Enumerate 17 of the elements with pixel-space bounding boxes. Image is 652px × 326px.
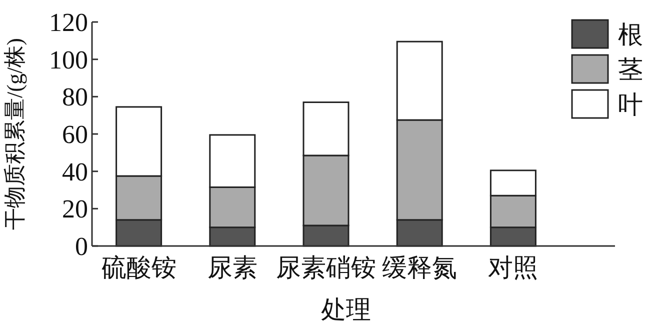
x-tick-label: 对照: [488, 255, 538, 282]
legend-label: 根: [618, 22, 643, 49]
x-axis-title: 处理: [321, 297, 371, 324]
legend-label: 茎: [618, 57, 643, 84]
x-tick-label: 硫酸铵: [101, 254, 176, 282]
legend-label: 叶: [618, 92, 643, 119]
y-tick-label: 60: [62, 120, 88, 149]
y-axis-title: 干物质积累量/(g/株): [2, 38, 27, 230]
y-tick-label: 20: [62, 194, 88, 224]
y-tick-label: 100: [49, 45, 88, 74]
y-tick-label: 80: [62, 82, 88, 112]
x-tick-label: 缓释氮: [382, 255, 458, 282]
y-tick-label: 120: [49, 8, 88, 37]
x-tick-label: 尿素硝铵: [276, 255, 376, 282]
x-tick-label: 尿素: [207, 255, 258, 282]
y-tick-label: 40: [62, 157, 88, 186]
y-tick-label: 0: [75, 232, 88, 261]
